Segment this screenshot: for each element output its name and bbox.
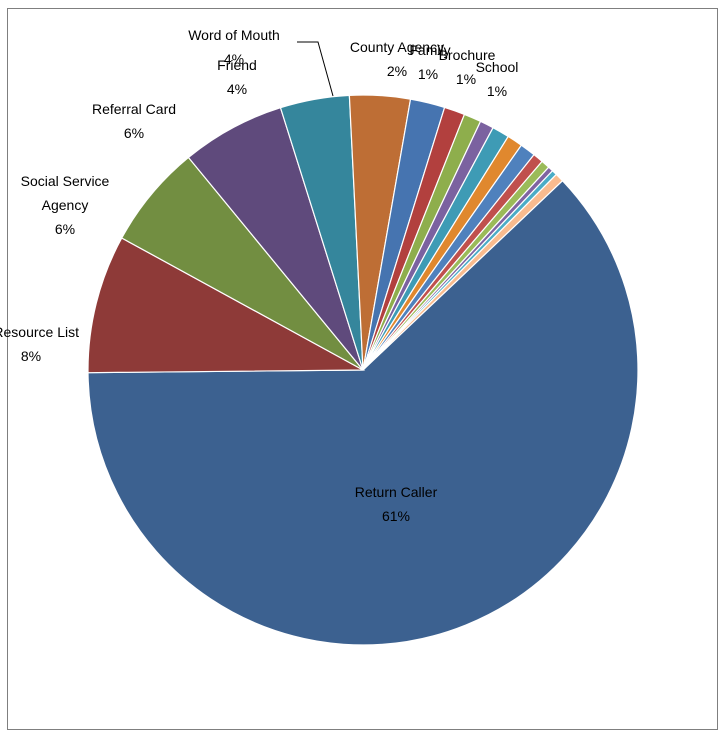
slice-percent-brochure: 1% <box>456 71 476 87</box>
slice-label-county-agency: County Agency <box>350 39 444 55</box>
slice-label-referral-card: Referral Card <box>92 101 176 117</box>
slice-percent-word-of-mouth: 4% <box>224 51 244 67</box>
leader-line-word-of-mouth <box>297 41 334 97</box>
slice-label-resource-list: Resource List <box>0 324 79 340</box>
slice-label-school: School <box>476 59 519 75</box>
slice-label-word-of-mouth: Word of Mouth <box>188 27 280 43</box>
slice-label-return-caller: Return Caller <box>355 484 438 500</box>
leader-lines <box>297 41 334 97</box>
slice-percent-referral-card: 6% <box>124 125 144 141</box>
slice-percent-return-caller: 61% <box>382 508 410 524</box>
slice-label-friend: Friend <box>217 57 257 73</box>
slice-label-social-service-agency-line2: Agency <box>42 197 89 213</box>
slice-percent-county-agency: 2% <box>387 63 407 79</box>
pie-slice-return-caller <box>87 179 639 646</box>
slice-percent-friend: 4% <box>227 81 247 97</box>
slice-label-brochure: Brochure <box>439 47 496 63</box>
slice-label-family: Family <box>409 42 450 58</box>
slice-percent-social-service-agency: 6% <box>55 221 75 237</box>
slice-percent-family: 1% <box>418 66 438 82</box>
pie-slice-minor-17 <box>362 173 564 371</box>
slice-percent-school: 1% <box>487 83 507 99</box>
slice-percent-resource-list: 8% <box>21 348 41 364</box>
pie-slices <box>87 94 639 646</box>
data-labels: Return Caller 61% Resource List 8% Socia… <box>0 27 518 524</box>
pie-slice-resource-list <box>87 237 366 374</box>
slice-label-social-service-agency-line1: Social Service <box>21 173 110 189</box>
